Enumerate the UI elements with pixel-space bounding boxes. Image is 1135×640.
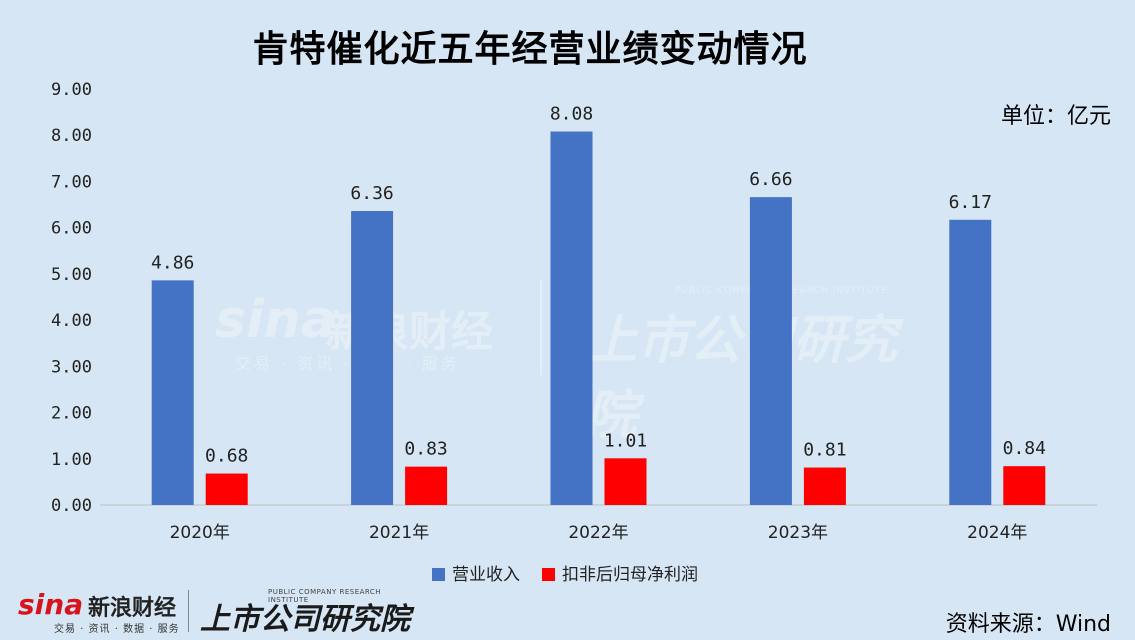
legend-swatch	[542, 568, 555, 581]
data-label: 6.36	[350, 183, 393, 204]
unit-label: 单位：亿元	[1000, 104, 1111, 129]
y-tick-label: 6.00	[51, 219, 92, 239]
x-tick-label: 2022年	[568, 523, 628, 543]
logo-divider	[188, 590, 189, 632]
bar-net-profit	[205, 473, 248, 505]
sina-logo-sub: 交易 · 资讯 · 数据 · 服务	[54, 624, 180, 635]
bar-net-profit	[604, 458, 647, 505]
data-label: 1.01	[604, 430, 647, 451]
sina-logo-name: 新浪财经	[88, 596, 177, 621]
bar-revenue	[949, 219, 992, 505]
legend-label: 营业收入	[452, 565, 520, 585]
y-tick-label: 9.00	[51, 80, 92, 100]
sina-logo-icon: sina	[18, 588, 84, 621]
data-label: 0.81	[803, 440, 846, 461]
research-logo-sub: PUBLIC COMPANY RESEARCH INSTITUTE	[268, 588, 382, 604]
data-label: 4.86	[151, 252, 194, 273]
legend-swatch	[432, 568, 445, 581]
bar-revenue	[351, 211, 394, 505]
bar-net-profit	[803, 467, 846, 505]
data-label: 8.08	[550, 104, 593, 125]
y-tick-label: 3.00	[51, 357, 92, 377]
y-tick-label: 8.00	[51, 126, 92, 146]
data-label: 6.66	[749, 169, 792, 190]
legend-label: 扣非后归母净利润	[562, 565, 698, 585]
data-label: 6.17	[949, 192, 992, 213]
footer-logo: sina 新浪财经 交易 · 资讯 · 数据 · 服务 PUBLIC COMPA…	[18, 588, 418, 637]
y-tick-label: 5.00	[51, 265, 92, 285]
bar-revenue	[550, 131, 593, 505]
y-tick-label: 0.00	[51, 496, 92, 516]
x-tick-label: 2020年	[170, 523, 230, 543]
chart-title: 肯特催化近五年经营业绩变动情况	[252, 29, 808, 70]
bar-net-profit	[1003, 466, 1046, 505]
x-tick-label: 2024年	[967, 523, 1027, 543]
x-tick-label: 2021年	[369, 523, 429, 543]
bar-revenue	[151, 280, 194, 505]
x-tick-label: 2023年	[768, 523, 828, 543]
data-label: 0.83	[404, 439, 447, 460]
data-label: 0.68	[205, 446, 248, 467]
research-logo-name: 上市公司研究院	[200, 602, 410, 637]
y-tick-label: 4.00	[51, 311, 92, 331]
source-label: 资料来源：Wind	[945, 612, 1111, 637]
bar-net-profit	[405, 466, 448, 505]
data-label: 0.84	[1003, 438, 1046, 459]
y-tick-label: 7.00	[51, 172, 92, 192]
y-tick-label: 2.00	[51, 404, 92, 424]
y-tick-label: 1.00	[51, 450, 92, 470]
bar-revenue	[749, 197, 792, 505]
